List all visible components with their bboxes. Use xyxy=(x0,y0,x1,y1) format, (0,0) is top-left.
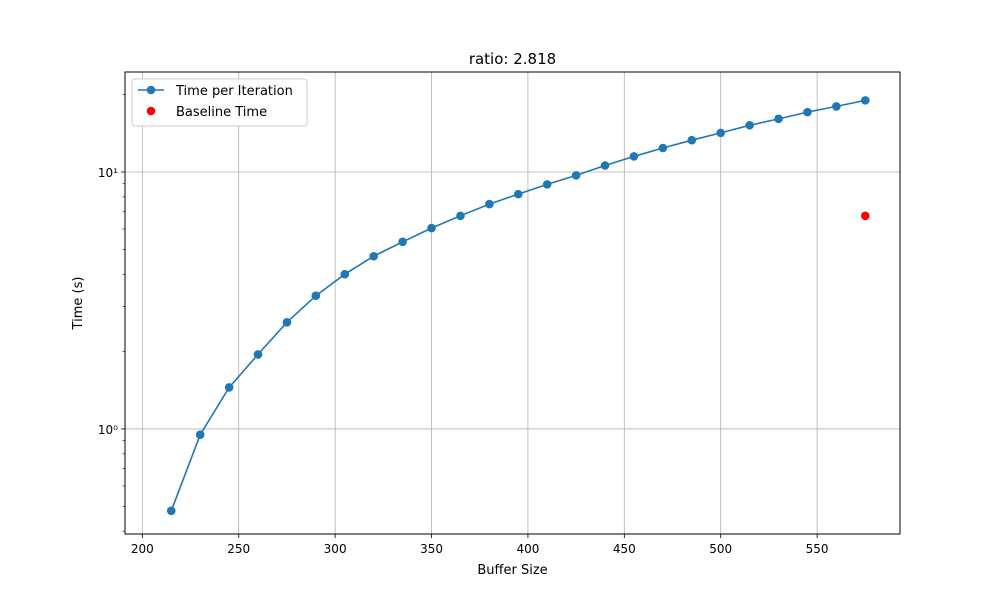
x-axis-label: Buffer Size xyxy=(477,563,547,578)
data-point xyxy=(166,506,176,516)
x-tick-label: 400 xyxy=(516,542,539,556)
x-axis: 200 250 300 350 400 450 500 550 xyxy=(131,534,829,556)
x-tick-label: 500 xyxy=(709,542,732,556)
series-layer xyxy=(166,96,870,516)
data-point xyxy=(542,180,552,189)
data-point xyxy=(658,143,668,153)
data-point xyxy=(456,211,465,221)
legend-marker xyxy=(146,106,156,116)
data-point xyxy=(369,251,378,261)
data-point xyxy=(774,114,783,124)
data-point xyxy=(485,199,494,209)
data-point xyxy=(282,318,292,327)
data-point xyxy=(716,128,726,138)
x-tick-label: 450 xyxy=(613,542,636,556)
data-point xyxy=(398,237,407,247)
legend-label: Baseline Time xyxy=(176,105,267,120)
legend-marker xyxy=(146,85,156,95)
data-point xyxy=(311,291,321,301)
data-point xyxy=(600,161,610,170)
x-tick-label: 300 xyxy=(324,542,347,556)
baseline-point xyxy=(860,211,870,221)
x-tick-label: 200 xyxy=(131,542,154,556)
data-point xyxy=(860,96,870,105)
data-point xyxy=(745,120,754,130)
data-point xyxy=(687,135,697,145)
data-point xyxy=(427,223,436,233)
legend: Time per Iteration Baseline Time xyxy=(131,78,308,127)
data-point xyxy=(571,171,581,180)
series-line xyxy=(170,99,866,512)
y-axis: 10⁰ 10¹ xyxy=(98,94,125,532)
data-point xyxy=(832,102,841,111)
data-point xyxy=(340,269,350,279)
legend-box xyxy=(131,78,308,127)
x-tick-label: 350 xyxy=(420,542,443,556)
plot-frame xyxy=(124,71,901,535)
grid-lines xyxy=(125,72,900,534)
x-tick-label: 550 xyxy=(806,542,829,556)
legend-label: Time per Iteration xyxy=(175,84,293,99)
x-tick-label: 250 xyxy=(227,542,250,556)
data-point xyxy=(513,189,523,199)
y-axis-label: Time (s) xyxy=(71,277,86,331)
data-point xyxy=(195,430,205,439)
data-point xyxy=(253,350,263,359)
y-tick-label: 10¹ xyxy=(98,166,118,180)
y-tick-label: 10⁰ xyxy=(98,423,118,437)
chart-title: ratio: 2.818 xyxy=(469,50,556,68)
data-point xyxy=(224,383,234,392)
data-point xyxy=(629,152,639,161)
data-point xyxy=(803,107,812,117)
